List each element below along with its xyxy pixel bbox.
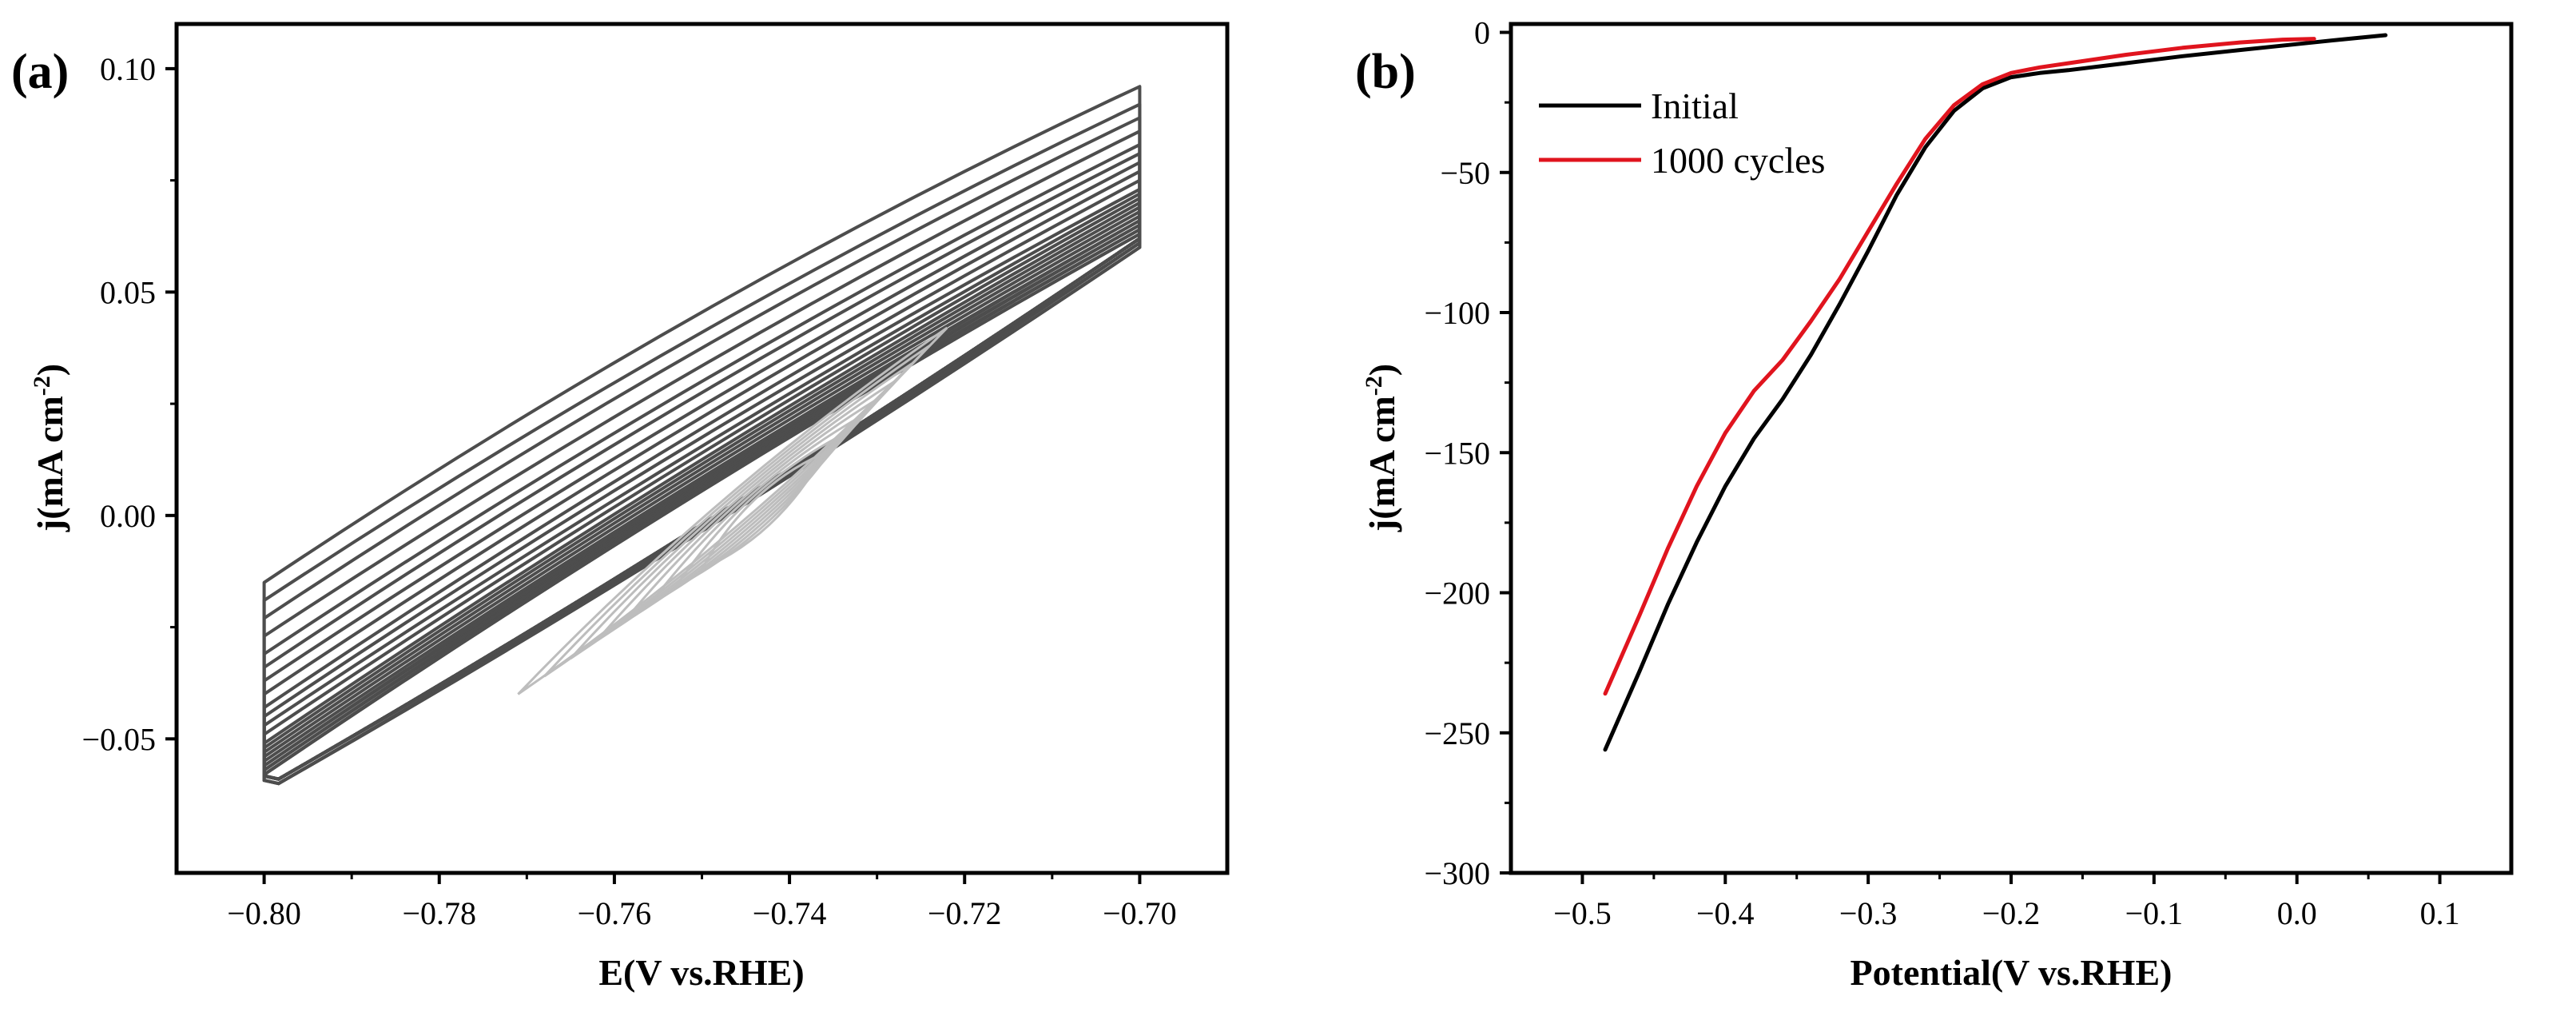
panel-b-y-tick-label: −150 [1424,435,1490,471]
panel-b-legend: Initial 1000 cycles [1539,86,1825,181]
cv-inner-loop-curve [699,450,828,572]
panel-b-y-ticks: 0 −50 −100 −150 −200 −250 −300 [1424,15,1511,891]
panel-a-x-tick-label: −0.80 [227,895,301,931]
panel-b-x-tick-label: −0.1 [2125,895,2184,931]
panel-a-y-label-sup: -2 [29,376,55,396]
panel-a-y-axis-label: j(mA cm-2) [29,364,70,532]
panel-a-y-tick-label: 0.10 [100,51,156,87]
panel-b-x-tick-label: −0.2 [1982,895,2041,931]
panel-b-y-tick-label: 0 [1474,15,1490,51]
series-1000-cycles-line [1603,37,2316,696]
panel-b-y-tick-label: −300 [1424,855,1490,891]
panel-a-label: (a) [11,45,69,99]
panel-b-y-tick-label: −250 [1424,715,1490,751]
panel-a-x-ticks: −0.80 −0.78 −0.76 −0.74 −0.72 −0.70 [227,873,1177,931]
panel-b: (b) −0.5 −0.4 −0.3 −0.2 −0.1 0.0 0.1 0 −50 −100 −… [1355,15,2514,993]
cv-inner-loop-curve [674,433,844,588]
panel-b-y-label-close: ) [1362,364,1402,376]
panel-b-y-tick-label: −100 [1424,295,1490,331]
panel-a-x-tick-label: −0.76 [578,895,652,931]
cv-loop-curve [262,205,1142,781]
cv-loop-curve [262,232,1142,781]
panel-b-y-tick-label: −50 [1440,155,1490,191]
panel-b-x-axis-label: Potential(V vs.RHE) [1851,952,2173,993]
series-initial-line [1603,33,2388,752]
cv-inner-loop-curve [648,416,861,606]
panel-b-y-axis-label: j(mA cm-2) [1361,364,1402,532]
cv-inner-loop-curve [570,362,913,659]
panel-a-x-axis-label: E(V vs.RHE) [598,952,804,993]
panel-a: (a) −0.80 −0.78 −0.76 −0.74 −0.72 −0.70 −0.05… [11,22,1230,993]
panel-b-x-tick-label: 0.0 [2277,895,2317,931]
legend-label-1000-cycles: 1000 cycles [1651,140,1825,181]
panel-b-x-tick-label: −0.4 [1696,895,1755,931]
panel-a-x-tick-label: −0.70 [1103,895,1177,931]
cv-loop-curve [262,85,1142,786]
panel-b-x-tick-label: 0.1 [2420,895,2460,931]
panel-b-y-label-sup: -2 [1361,376,1387,396]
panel-a-y-ticks: −0.05 0.00 0.05 0.10 [81,51,177,757]
panel-a-y-tick-label: 0.05 [100,274,156,310]
cv-inner-loop-curve [595,380,896,642]
panel-a-x-tick-label: −0.74 [753,895,827,931]
legend-label-initial: Initial [1651,86,1739,126]
cv-inner-loop-curve [543,345,931,678]
panel-a-y-tick-label: 0.00 [100,498,156,534]
cv-loop-curve [262,232,1142,781]
panel-b-x-tick-label: −0.5 [1553,895,1612,931]
panel-a-x-tick-label: −0.72 [928,895,1002,931]
panel-b-y-label-main: j(mA cm [1362,396,1402,532]
panel-b-y-tick-label: −200 [1424,576,1490,612]
panel-a-y-label-main: j(mA cm [30,396,70,532]
panel-b-x-tick-label: −0.3 [1839,895,1898,931]
panel-a-plot-area [262,85,1142,786]
panel-a-y-label-close: ) [30,364,70,376]
panel-b-x-ticks: −0.5 −0.4 −0.3 −0.2 −0.1 0.0 0.1 [1553,873,2460,931]
panel-a-y-tick-label: −0.05 [81,721,156,757]
cv-inner-loop-curve [622,398,878,624]
panel-b-label: (b) [1355,45,1416,99]
panel-a-x-tick-label: −0.78 [402,895,476,931]
panel-b-plot-area [1603,33,2388,752]
